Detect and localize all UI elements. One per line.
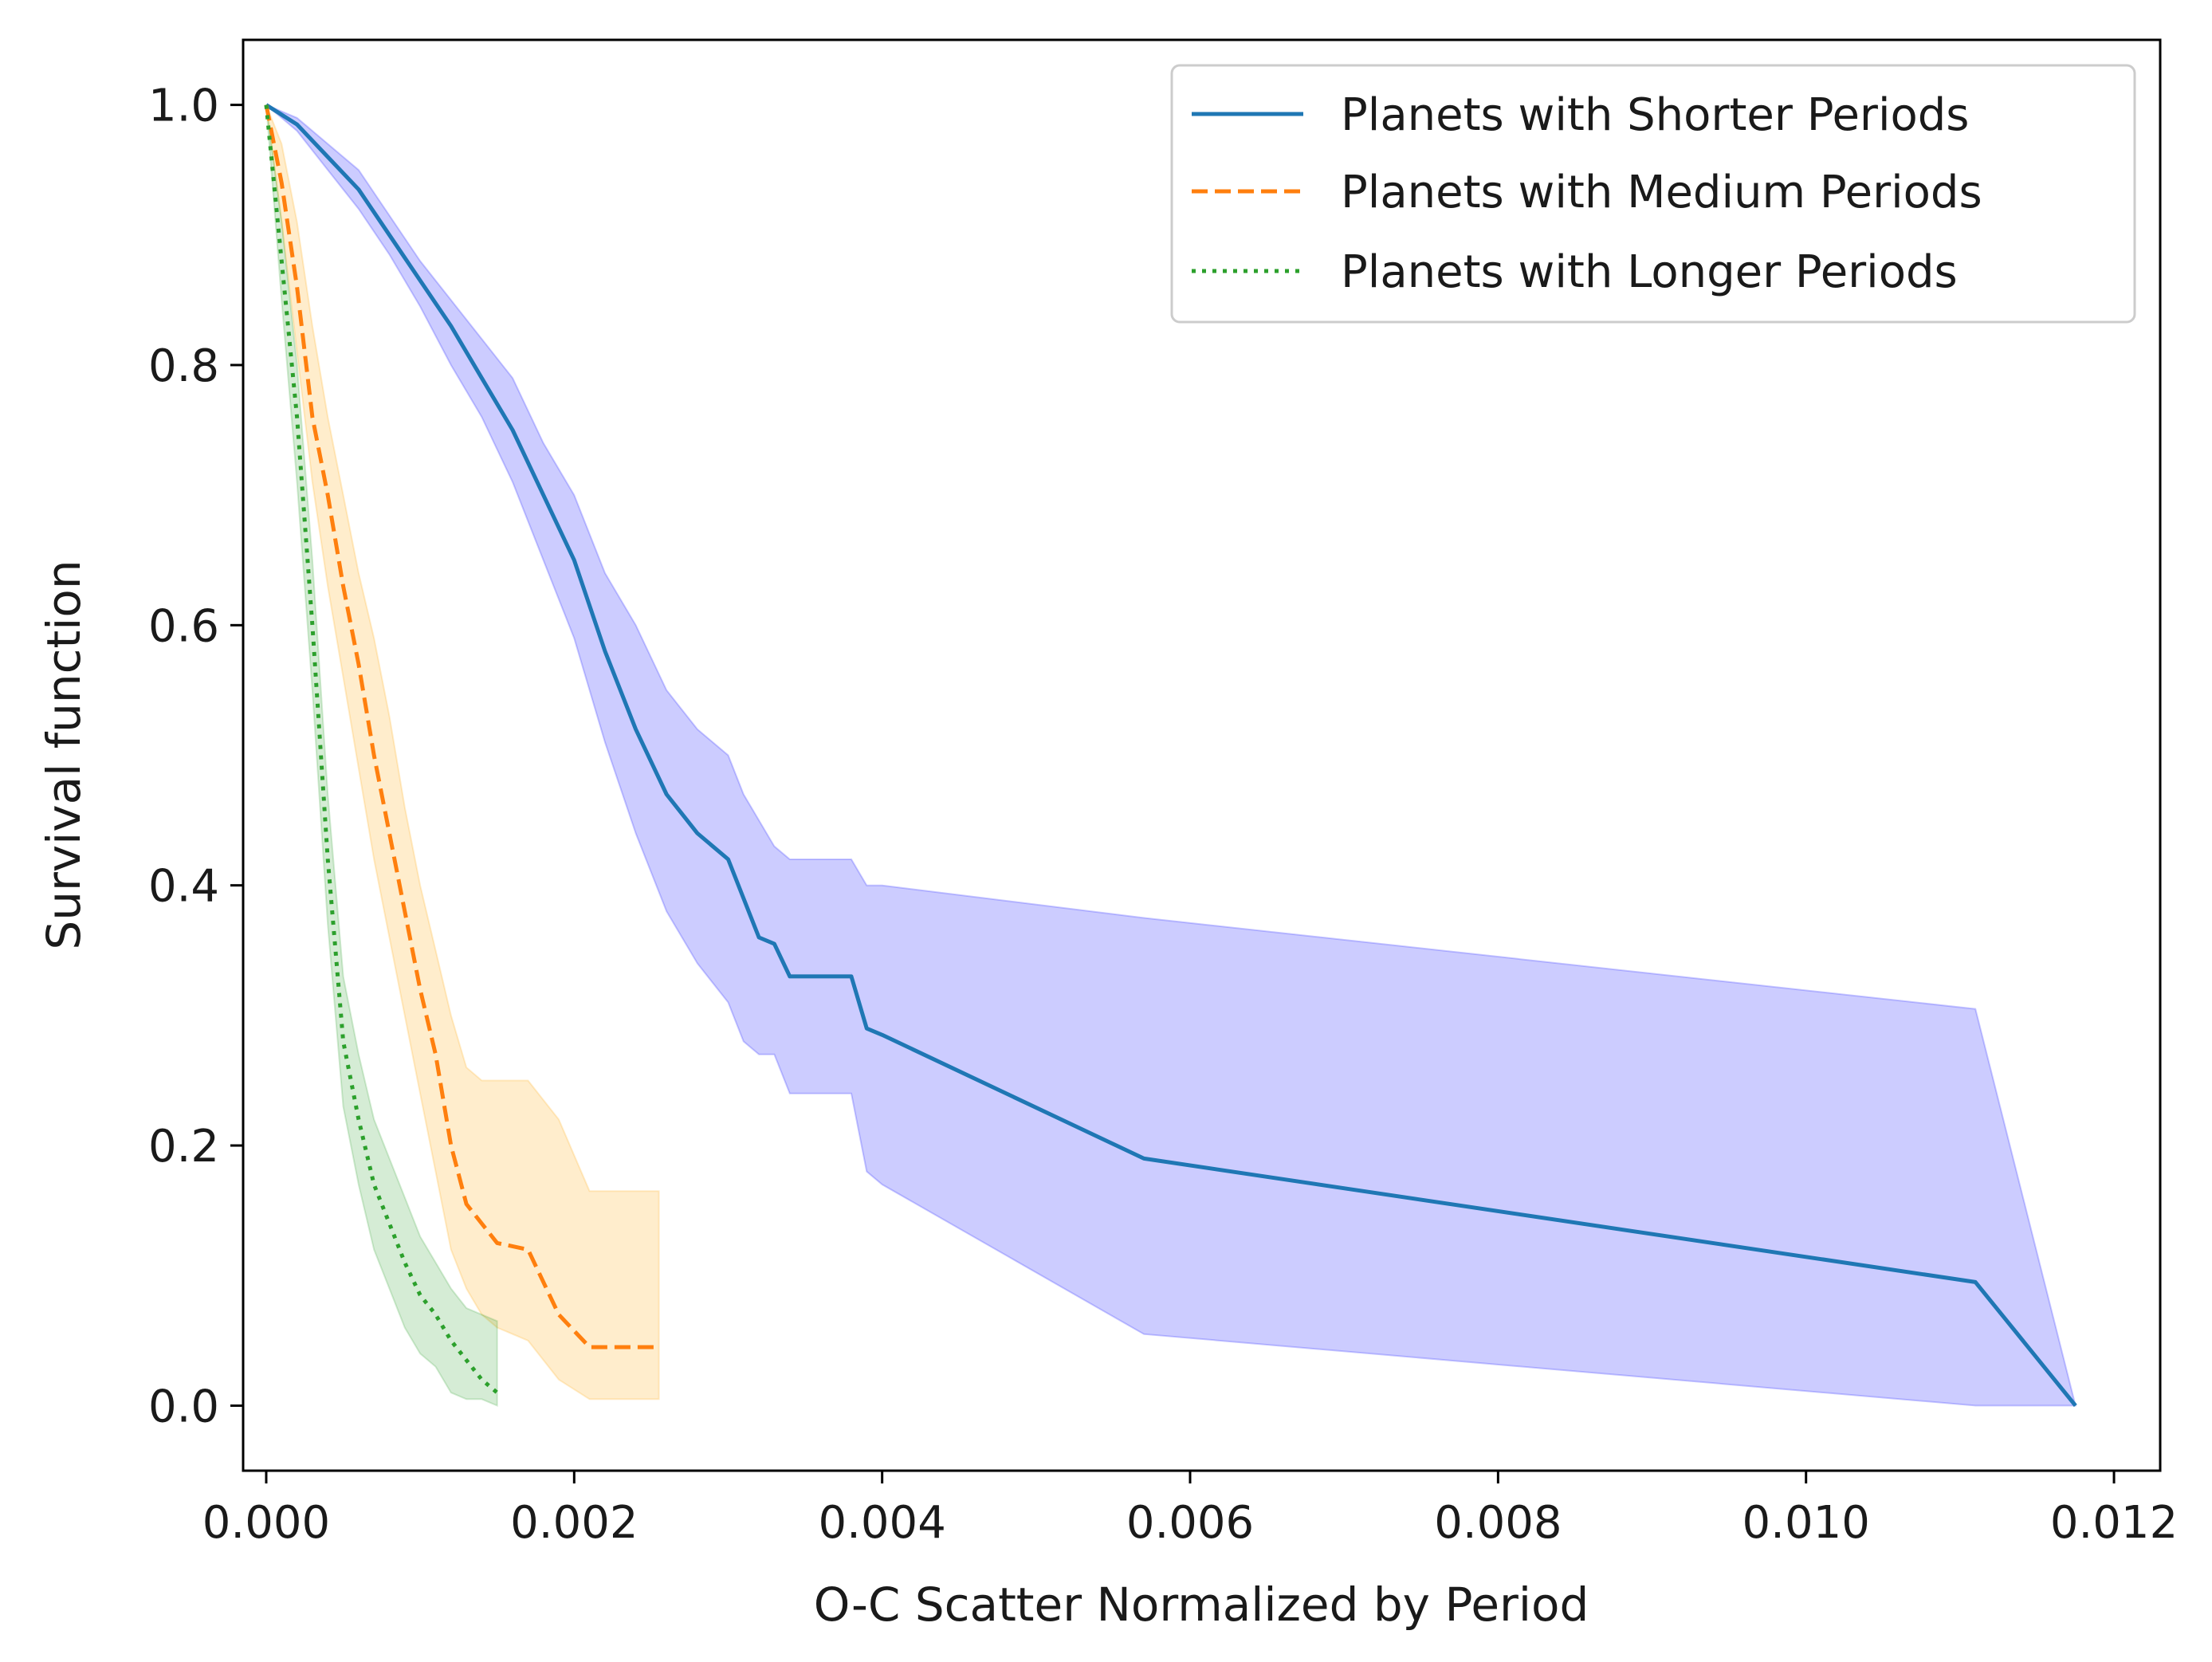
y-tick-label: 0.2 xyxy=(148,1121,219,1173)
series-lines xyxy=(264,103,2077,1407)
series-line-medium xyxy=(264,104,659,1350)
y-tick-label: 0.8 xyxy=(148,340,219,392)
x-axis-label: O-C Scatter Normalized by Period xyxy=(814,1578,1589,1632)
legend-label-medium: Planets with Medium Periods xyxy=(1341,167,1982,218)
y-tick-label: 0.4 xyxy=(148,861,219,913)
series-line-longer xyxy=(264,104,499,1395)
legend-label-longer: Planets with Longer Periods xyxy=(1341,246,1958,298)
legend-box xyxy=(1170,64,2136,324)
x-tick-label: 0.012 xyxy=(2050,1497,2178,1549)
x-tick-label: 0.000 xyxy=(202,1497,330,1549)
legend: Planets with Shorter Periods Planets wit… xyxy=(1170,64,2136,324)
y-tick-label: 0.6 xyxy=(148,600,219,652)
x-tick-label: 0.004 xyxy=(819,1497,946,1549)
x-tick-label: 0.002 xyxy=(510,1497,638,1549)
x-tick-label: 0.006 xyxy=(1126,1497,1254,1549)
x-tick-label: 0.010 xyxy=(1742,1497,1870,1549)
confidence-band-longer xyxy=(265,104,498,1407)
confidence-band-medium xyxy=(265,104,660,1401)
y-tick-label: 0.0 xyxy=(148,1381,219,1432)
y-axis-ticks: 0.0 0.2 0.4 0.6 0.8 1.0 xyxy=(148,81,243,1432)
plot-frame xyxy=(242,38,2162,1472)
legend-label-shorter: Planets with Shorter Periods xyxy=(1341,89,1969,141)
x-axis-ticks: 0.000 0.002 0.004 0.006 0.008 0.010 0.012 xyxy=(202,1471,2178,1549)
x-tick-label: 0.008 xyxy=(1434,1497,1562,1549)
y-tick-label: 1.0 xyxy=(148,81,219,132)
series-line-shorter xyxy=(265,103,2077,1407)
y-axis-label: Survival function xyxy=(37,560,91,949)
